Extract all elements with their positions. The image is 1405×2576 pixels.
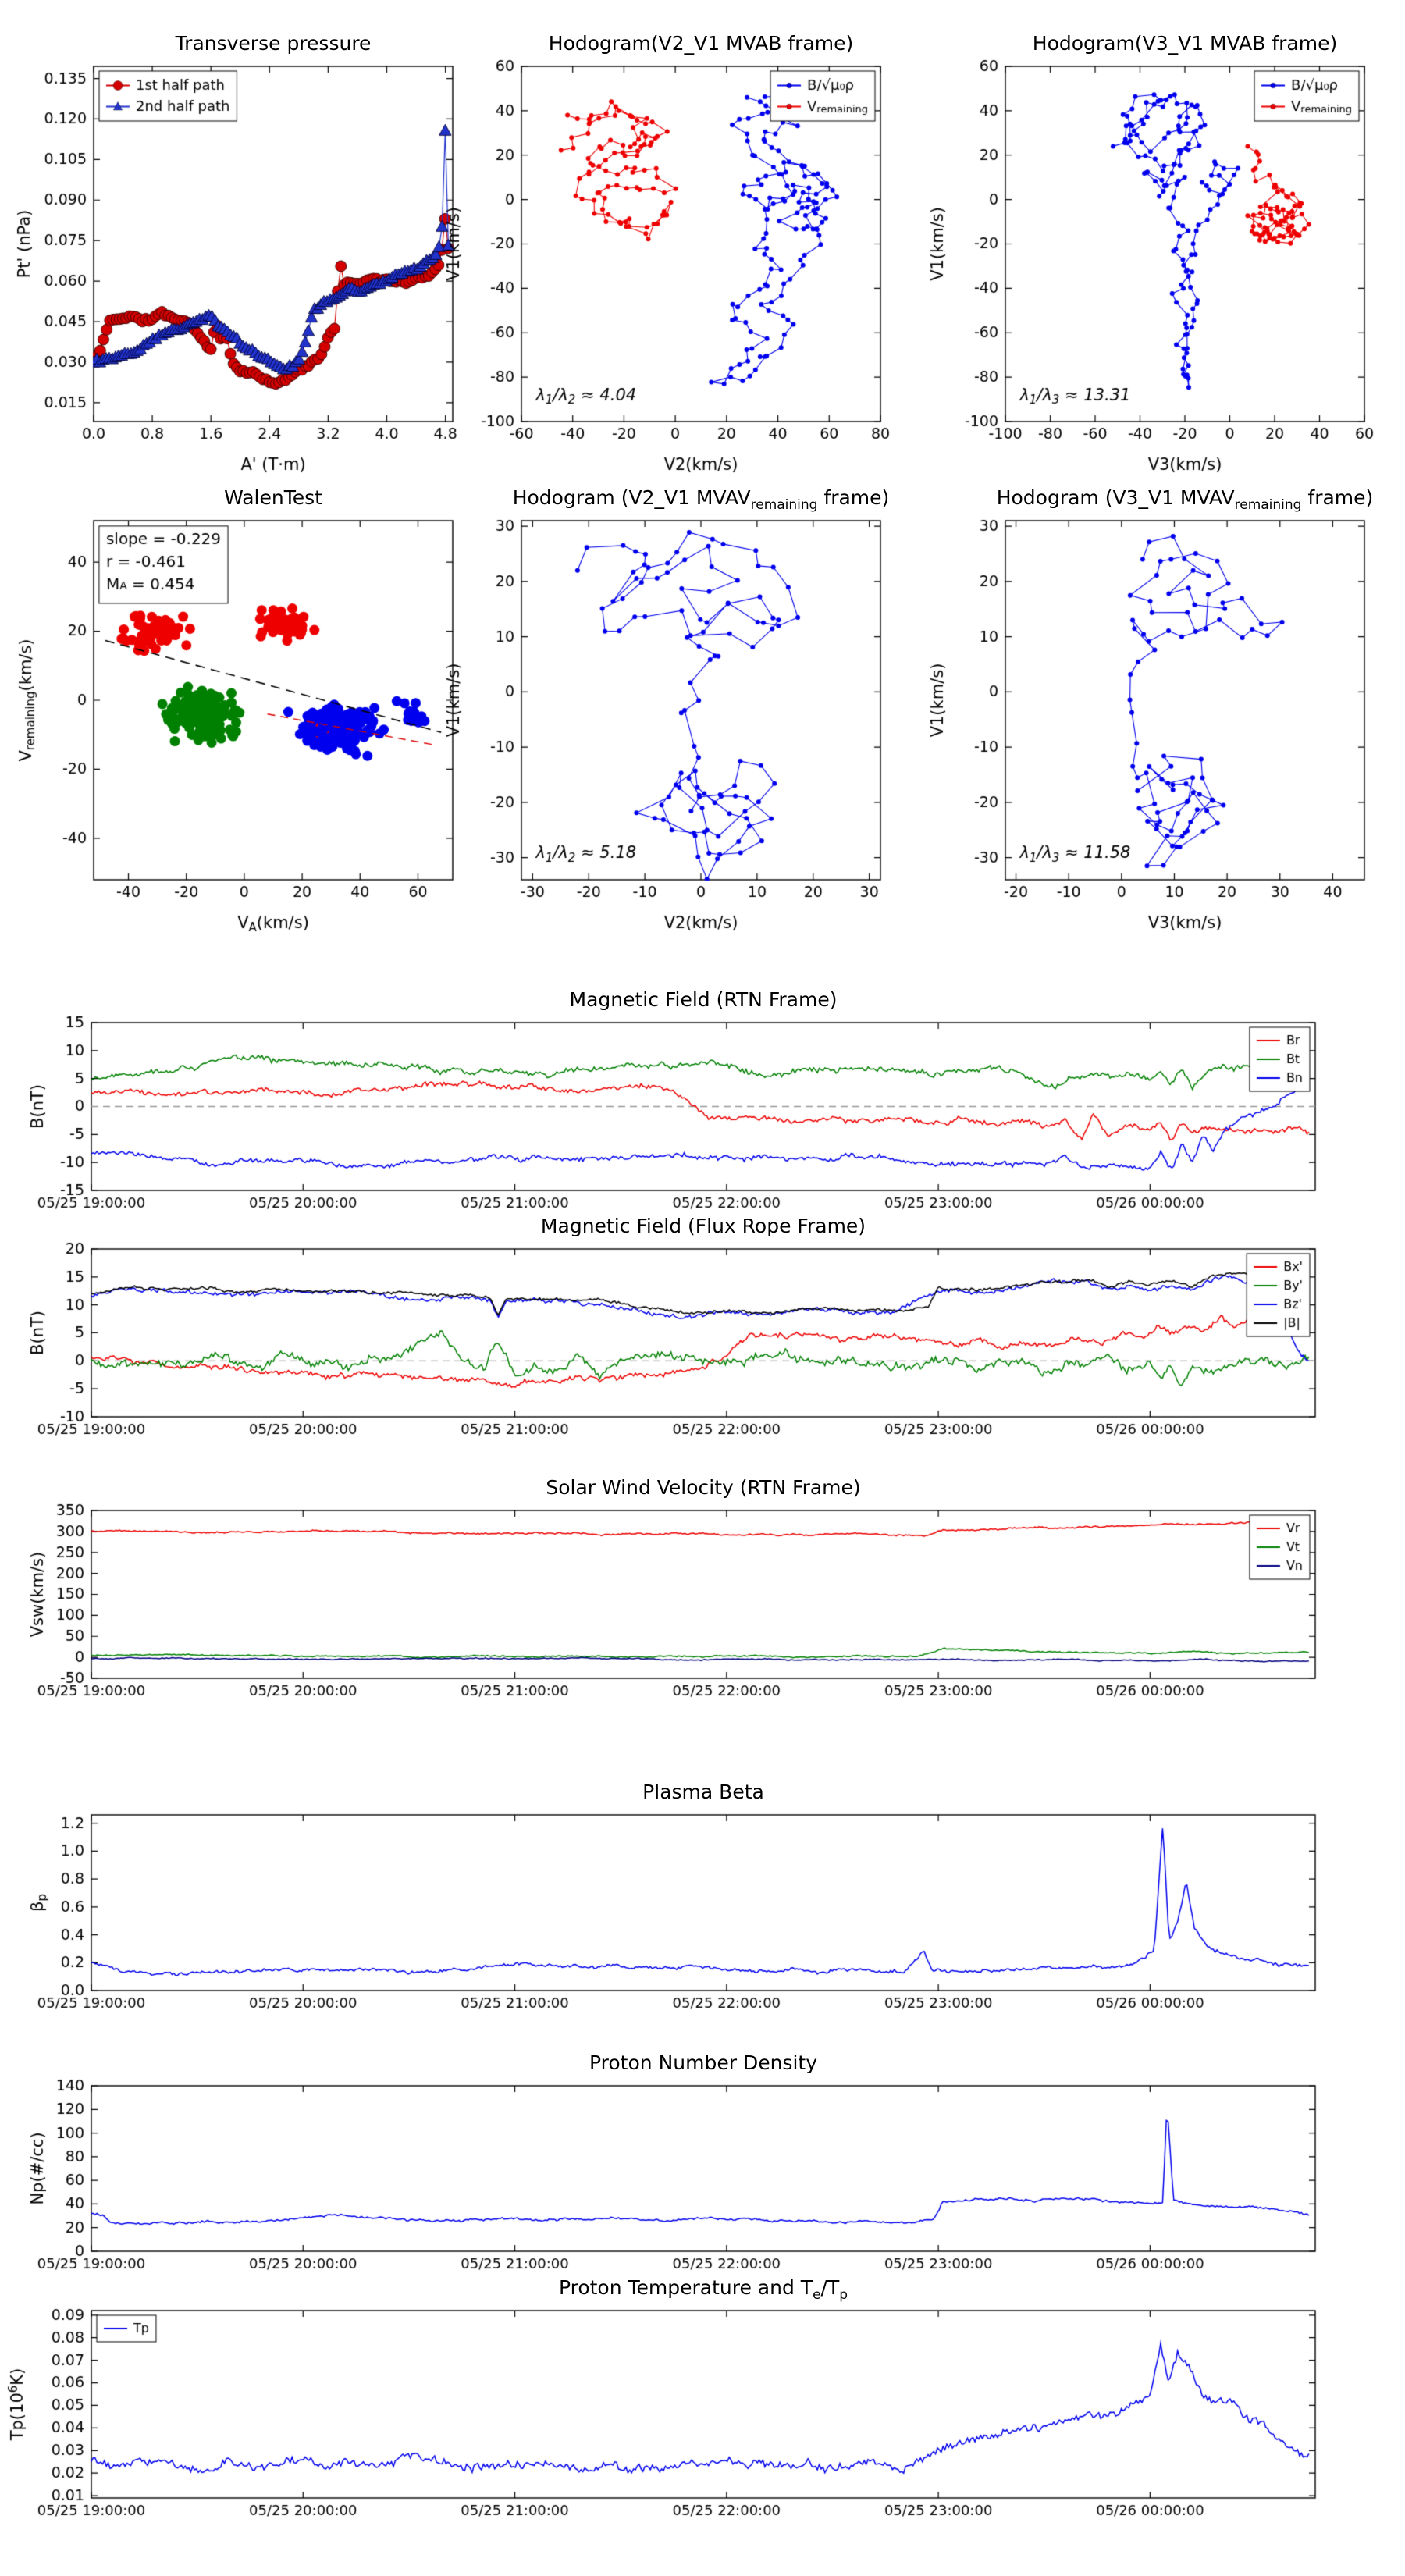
- panel-title-transverse-pressure: Transverse pressure: [175, 32, 372, 55]
- panel-title-magnetic-field-rtn: Magnetic Field (RTN Frame): [569, 988, 838, 1011]
- panel-title-magnetic-field-flux-rope: Magnetic Field (Flux Rope Frame): [540, 1215, 866, 1237]
- panel-title-hodogram-v3v1-mvab: Hodogram(V3_V1 MVAB frame): [1032, 32, 1338, 55]
- panel-title-proton-number-density: Proton Number Density: [589, 2051, 817, 2074]
- panel-title-walen-test: WalenTest: [224, 486, 322, 509]
- panel-title-solar-wind-velocity: Solar Wind Velocity (RTN Frame): [546, 1476, 861, 1499]
- panel-title-proton-temperature: Proton Temperature and Te/Tp: [558, 2276, 848, 2303]
- panel-title-hodogram-v2v1-mvav: Hodogram (V2_V1 MVAVremaining frame): [512, 486, 890, 513]
- panel-title-plasma-beta: Plasma Beta: [642, 1781, 764, 1803]
- panel-title-hodogram-v3v1-mvav: Hodogram (V3_V1 MVAVremaining frame): [996, 486, 1374, 513]
- panel-title-hodogram-v2v1-mvab: Hodogram(V2_V1 MVAB frame): [548, 32, 854, 55]
